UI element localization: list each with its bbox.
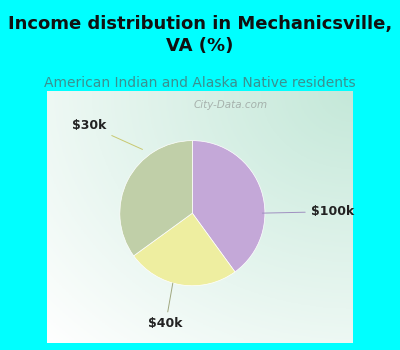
Text: City-Data.com: City-Data.com: [193, 100, 267, 110]
Text: $40k: $40k: [148, 283, 183, 330]
Text: Income distribution in Mechanicsville,
VA (%): Income distribution in Mechanicsville, V…: [8, 15, 392, 55]
Text: American Indian and Alaska Native residents: American Indian and Alaska Native reside…: [44, 76, 356, 90]
Text: $100k: $100k: [262, 205, 354, 218]
Wedge shape: [192, 141, 265, 272]
Text: $30k: $30k: [72, 119, 142, 149]
Wedge shape: [134, 213, 235, 286]
Wedge shape: [120, 141, 192, 256]
